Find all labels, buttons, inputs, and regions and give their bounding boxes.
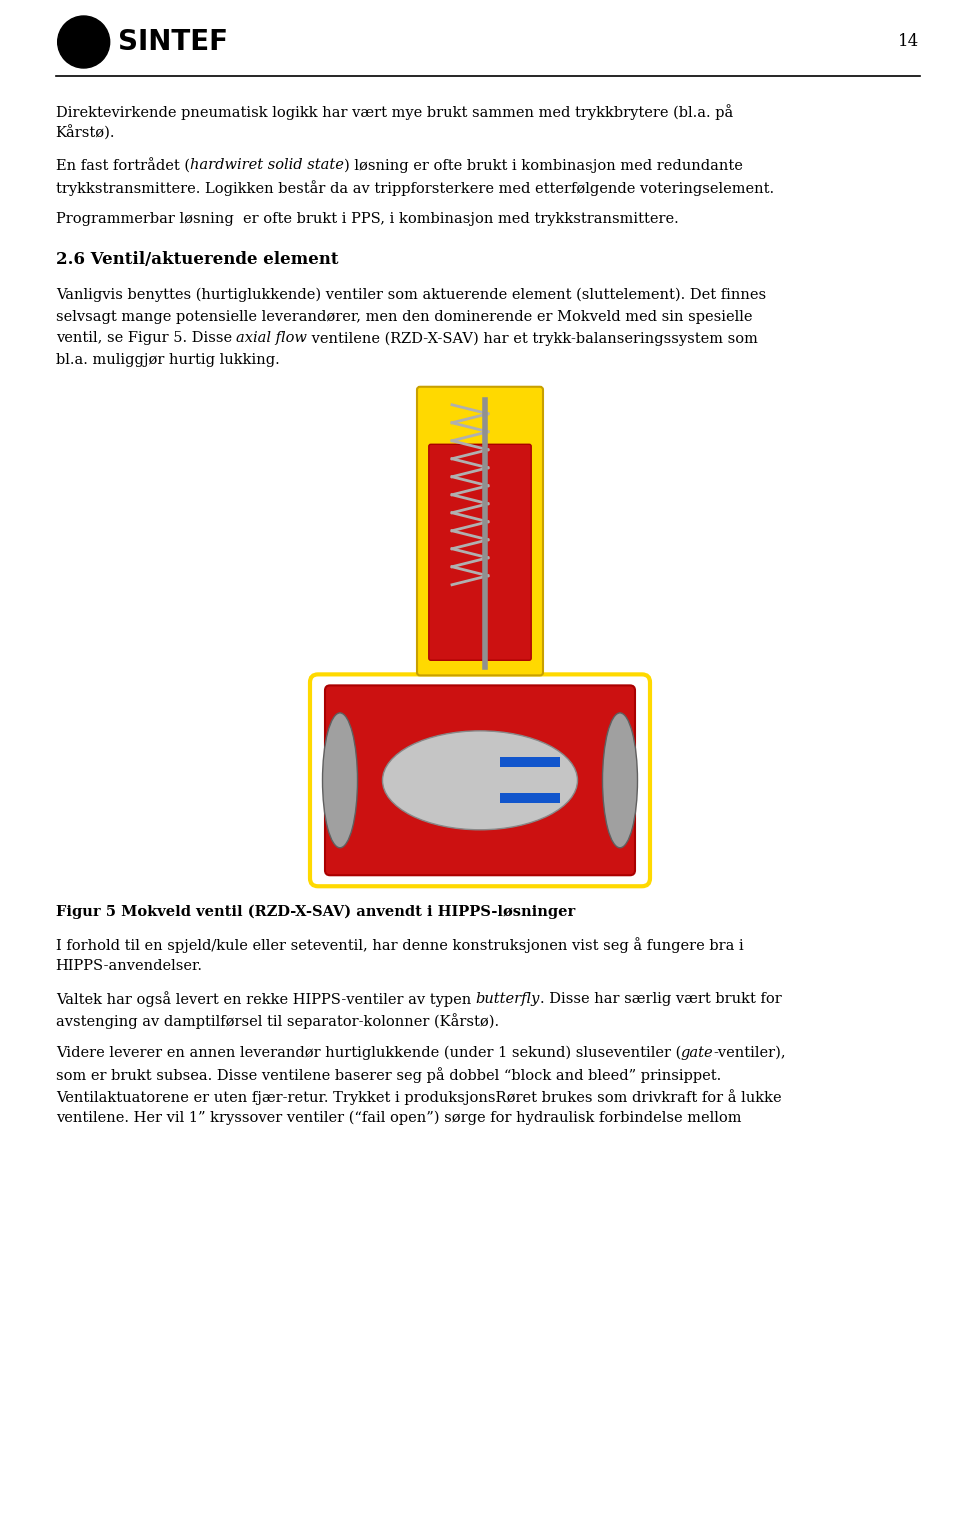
Text: HIPPS-anvendelser.: HIPPS-anvendelser.	[56, 959, 203, 973]
Circle shape	[74, 32, 93, 52]
Text: Valtek har også levert en rekke HIPPS-ventiler av typen: Valtek har også levert en rekke HIPPS-ve…	[56, 991, 475, 1007]
Text: avstenging av damptilførsel til separator-kolonner (Kårstø).: avstenging av damptilførsel til separato…	[56, 1013, 499, 1028]
Text: Videre leverer en annen leverandør hurtiglukkende (under 1 sekund) sluseventiler: Videre leverer en annen leverandør hurti…	[56, 1045, 681, 1061]
Circle shape	[67, 26, 100, 58]
Text: Vanligvis benyttes (hurtiglukkende) ventiler som aktuerende element (sluttelemen: Vanligvis benyttes (hurtiglukkende) vent…	[56, 287, 766, 303]
Text: ventilene (RZD-X-SAV) har et trykk-balanseringssystem som: ventilene (RZD-X-SAV) har et trykk-balan…	[307, 330, 758, 346]
Ellipse shape	[603, 713, 637, 848]
Text: -ventiler),: -ventiler),	[713, 1045, 786, 1059]
Text: hardwiret solid state: hardwiret solid state	[190, 158, 344, 172]
Text: . Disse har særlig vært brukt for: . Disse har særlig vært brukt for	[540, 991, 781, 1005]
FancyBboxPatch shape	[429, 444, 531, 661]
Ellipse shape	[382, 732, 578, 830]
Text: Direktevirkende pneumatisk logikk har vært mye brukt sammen med trykkbrytere (bl: Direktevirkende pneumatisk logikk har væ…	[56, 105, 732, 120]
Text: axial flow: axial flow	[236, 330, 307, 346]
FancyBboxPatch shape	[417, 387, 543, 675]
Text: butterfly: butterfly	[475, 991, 540, 1005]
Bar	[305, 380, 655, 893]
Ellipse shape	[323, 713, 357, 848]
Text: SINTEF: SINTEF	[118, 28, 228, 55]
Circle shape	[58, 15, 109, 68]
Text: trykkstransmittere. Logikken består da av trippforsterkere med etterfølgende vot: trykkstransmittere. Logikken består da a…	[56, 180, 774, 195]
Text: Ventilaktuatorene er uten fjær-retur. Trykket i produksjonsRøret brukes som driv: Ventilaktuatorene er uten fjær-retur. Tr…	[56, 1088, 781, 1105]
Text: ventil, se Figur 5. Disse: ventil, se Figur 5. Disse	[56, 330, 236, 346]
Text: Programmerbar løsning  er ofte brukt i PPS, i kombinasjon med trykkstransmittere: Programmerbar løsning er ofte brukt i PP…	[56, 212, 679, 226]
Text: gate: gate	[681, 1045, 713, 1059]
Text: Kårstø).: Kårstø).	[56, 126, 115, 141]
Text: bl.a. muliggjør hurtig lukking.: bl.a. muliggjør hurtig lukking.	[56, 352, 279, 367]
Circle shape	[62, 20, 105, 63]
Text: Figur 5 Mokveld ventil (RZD-X-SAV) anvendt i HIPPS-løsninger: Figur 5 Mokveld ventil (RZD-X-SAV) anven…	[56, 905, 575, 919]
Text: 14: 14	[899, 34, 920, 51]
Bar	[500, 758, 560, 767]
Text: ) løsning er ofte brukt i kombinasjon med redundante: ) løsning er ofte brukt i kombinasjon me…	[344, 158, 742, 172]
Bar	[500, 793, 560, 804]
Text: selvsagt mange potensielle leverandører, men den dominerende er Mokveld med sin : selvsagt mange potensielle leverandører,…	[56, 309, 753, 324]
Text: som er brukt subsea. Disse ventilene baserer seg på dobbel “block and bleed” pri: som er brukt subsea. Disse ventilene bas…	[56, 1067, 721, 1084]
Text: 2.6 Ventil/aktuerende element: 2.6 Ventil/aktuerende element	[56, 251, 338, 267]
FancyBboxPatch shape	[325, 686, 635, 875]
Text: ventilene. Her vil 1” kryssover ventiler (“fail open”) sørge for hydraulisk forb: ventilene. Her vil 1” kryssover ventiler…	[56, 1110, 741, 1125]
Text: En fast fortrådet (: En fast fortrådet (	[56, 158, 190, 174]
Text: I forhold til en spjeld/kule eller seteventil, har denne konstruksjonen vist seg: I forhold til en spjeld/kule eller setev…	[56, 938, 743, 953]
